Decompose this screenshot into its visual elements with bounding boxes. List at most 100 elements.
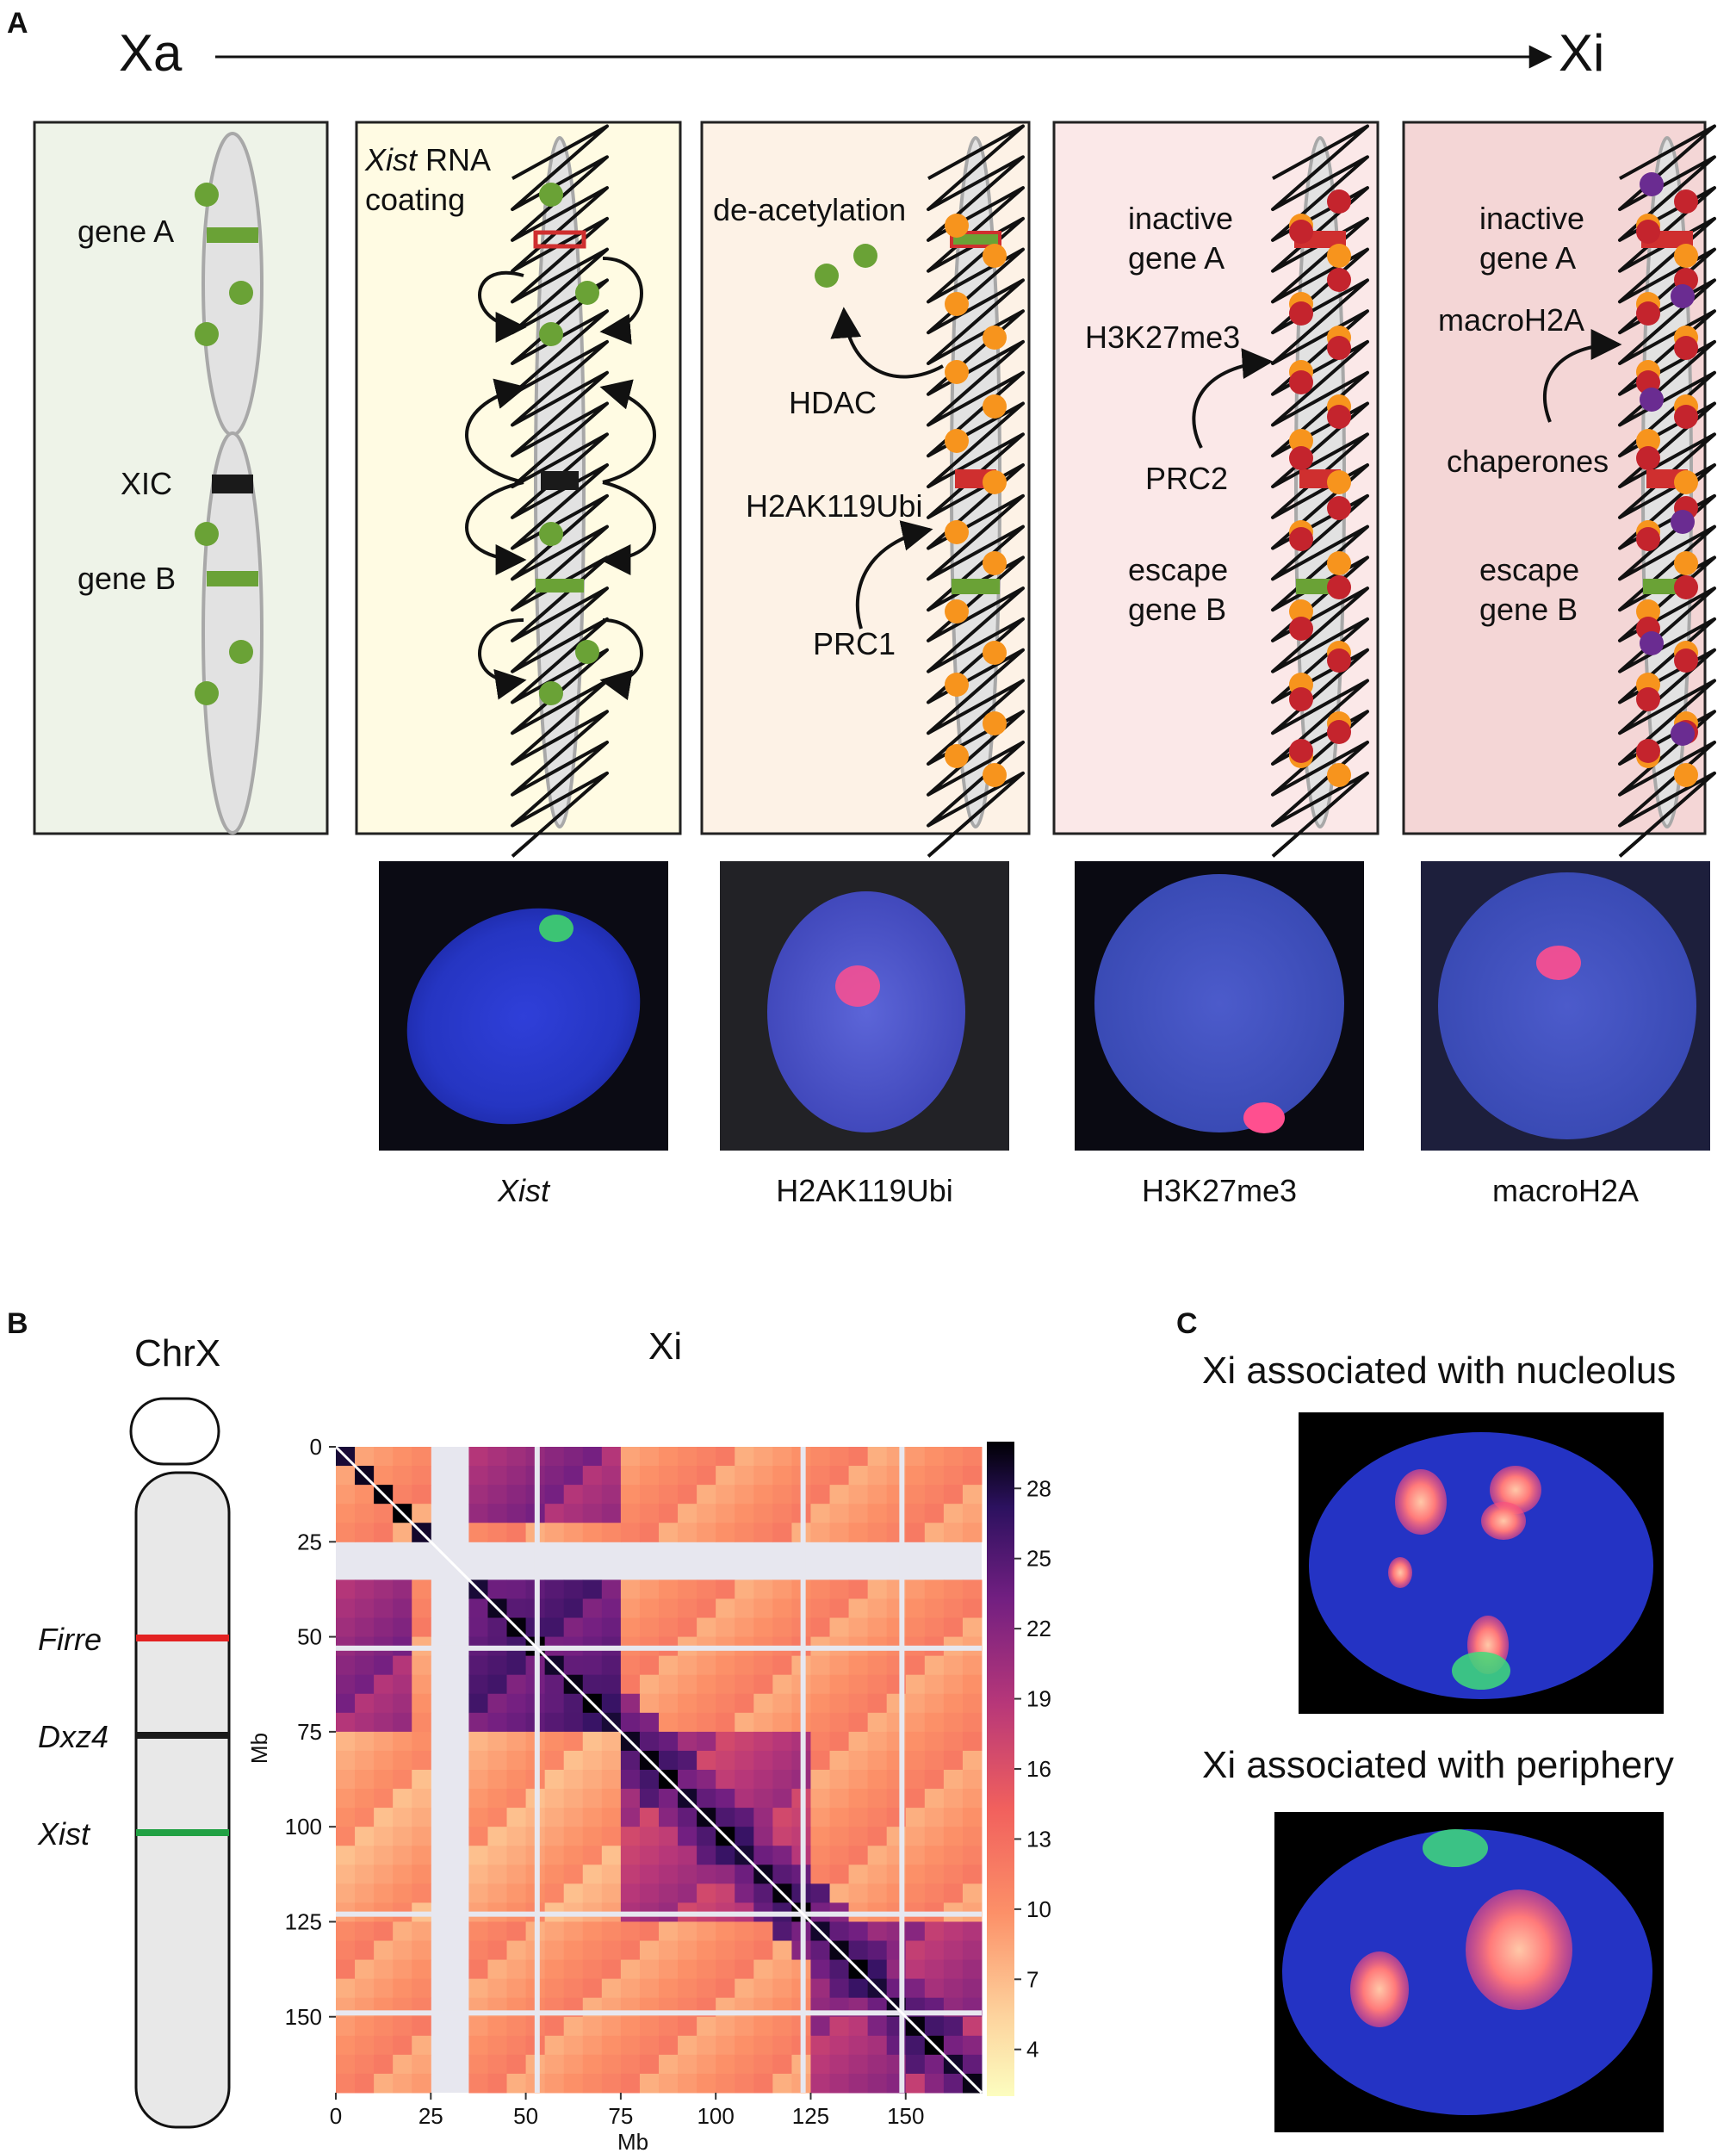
h2ak119ubi-dot [1327,551,1351,575]
heatmap-cell [468,1485,488,1505]
heatmap-cell [620,1579,641,1599]
heatmap-cell [829,1731,850,1752]
heatmap-cell [697,1447,716,1467]
heatmap-cell [620,1466,641,1486]
heatmap-cell [544,1940,565,1961]
me3-signal [1243,1102,1285,1133]
heatmap-cell [355,2073,375,2094]
heatmap-cell [753,1693,773,1714]
heatmap-cell [772,1579,792,1599]
heatmap-cell [678,1674,698,1695]
heatmap-cell [487,1846,508,1865]
h2ak119ubi-dot [945,292,969,316]
h2ak119ubi-dot [983,711,1007,735]
gene-a-label: gene A [78,214,174,249]
heatmap-cell [810,1447,831,1467]
micrograph-1: Xist [379,861,668,1208]
heatmap-cell [810,1579,831,1599]
xic-label: XIC [121,466,172,501]
heatmap-cell [336,1770,356,1790]
heatmap-cell [678,1827,698,1846]
heatmap-cell [848,1674,869,1695]
heatmap-cell [601,1959,622,1980]
xic-band [541,471,579,490]
stage-panels: gene A XIC gene B Xist RNA coating de-acetyla… [33,121,1716,858]
heatmap-cell [506,1485,527,1505]
heatmap-cell [753,1485,773,1505]
heatmap-cell [867,2073,888,2094]
heatmap-cell [582,1770,603,1790]
h2ak119ubi-dot [983,394,1007,419]
heatmap-cell [716,2035,735,2056]
heatmap-cell [506,1770,527,1790]
heatmap-cell [810,1789,831,1809]
xic-band [212,475,253,493]
heatmap-mask-row [336,2010,982,2016]
heatmap-diagonal [334,1445,983,2094]
heatmap-cell [735,1447,754,1467]
x-tick-label: 100 [697,2103,734,2129]
stage-panel-3: de-acetylation HDAC H2AK119Ubi PRC1 [700,121,1031,858]
heatmap-cell [735,1827,754,1846]
y-tick-label: 0 [310,1434,322,1460]
heatmap-cell [563,1750,584,1771]
heatmap-cell [336,1808,356,1827]
acetylation-dot [539,681,563,705]
heatmap-cell [810,1750,831,1771]
heatmap-cell [601,2016,622,2037]
gene-b-band [207,571,258,586]
heatmap-cell [544,1523,565,1542]
heatmap-cell [829,1674,850,1695]
h2ak119ubi-dot [945,360,969,384]
heatmap-cell [735,1940,754,1961]
heatmap-cell [412,1655,431,1676]
released-acetyl-dot [815,264,839,288]
heatmap-cell [735,1978,754,1999]
heatmap-cell [582,1959,603,1980]
heatmap-cell [867,1504,888,1523]
heatmap-cell [924,1485,945,1505]
heatmap-cell [810,1959,831,1980]
heatmap-cell [393,2016,412,2037]
heatmap-cell [336,1693,356,1714]
heatmap-cell [506,1674,527,1695]
heatmap-cell [924,1731,945,1752]
heatmap-cell [735,1921,754,1942]
heatmap-cell [355,2035,375,2056]
heatmap-cell [412,1674,431,1695]
heatmap-cell [829,1655,850,1676]
heatmap-cell [753,1466,773,1486]
heatmap-cell [620,1959,641,1980]
heatmap-cell [905,1731,926,1752]
heatmap-cell [678,1940,698,1961]
heatmap-cell [924,1846,945,1865]
heatmap-cell [848,1447,869,1467]
heatmap-cell [829,1617,850,1638]
heatmap-cell [468,1959,488,1980]
heatmap-cell [374,1750,394,1771]
heatmap-cell [582,1466,603,1486]
heatmap-cell [659,1940,679,1961]
heatmap-cell [735,2035,754,2056]
heatmap-cell [848,1978,869,1999]
heatmap-cell [962,1485,983,1505]
heatmap-cell [659,1485,679,1505]
h2ak119ubi-dot [983,641,1007,665]
heatmap-cell [772,1921,792,1942]
heatmap-cell [829,1789,850,1809]
heatmap-cell [582,1447,603,1467]
heatmap-cell [601,1883,622,1903]
heatmap-cell [659,1617,679,1638]
heatmap-cell [487,1940,508,1961]
heatmap-cell [810,2035,831,2056]
chrx-band-dxz4 [136,1732,229,1739]
heatmap-cell [393,1921,412,1942]
heatmap-cell [848,2035,869,2056]
xist-coating-label-2: coating [365,182,465,217]
heatmap-cell [924,1770,945,1790]
heatmap-cell [962,1598,983,1619]
heatmap-cell [639,1617,660,1638]
h2ak119ubi-dot [1636,429,1660,453]
heatmap-cell [336,2035,356,2056]
heatmap-cell [374,1827,394,1846]
